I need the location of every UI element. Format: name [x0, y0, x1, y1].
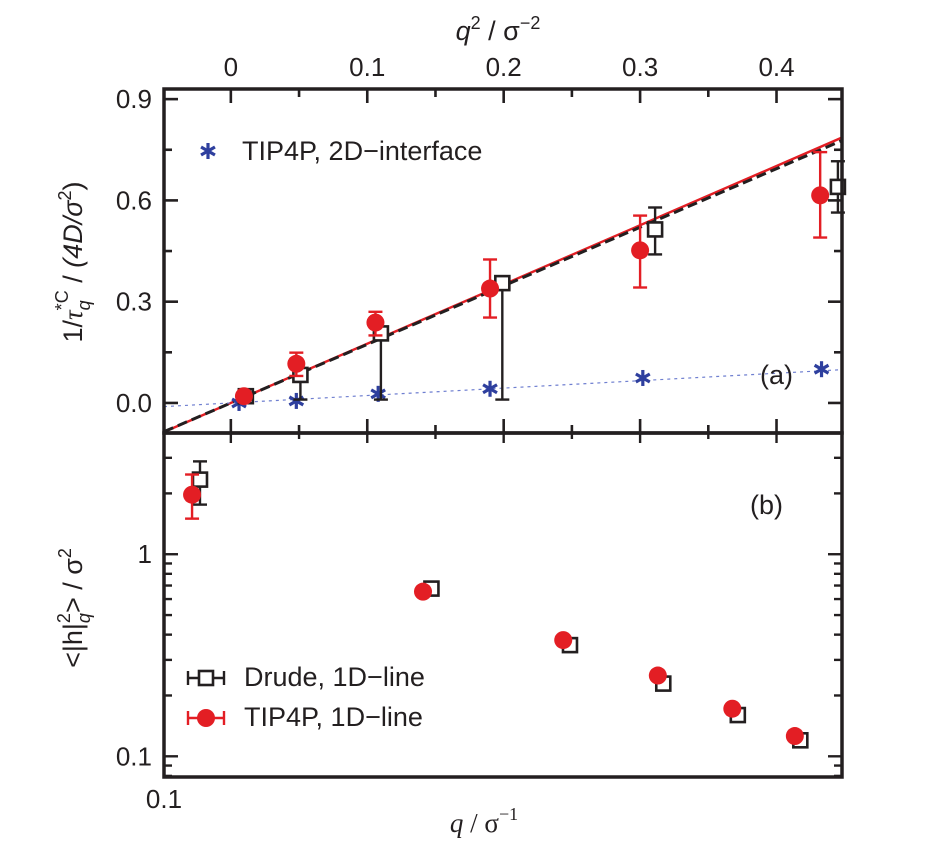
legend-b-label-drude: Drude, 1D−line [244, 662, 425, 692]
data-point-tip4p [554, 631, 573, 650]
legend-a-label: TIP4P, 2D−interface [242, 136, 482, 166]
data-point-tip4p [414, 582, 433, 601]
data-point-tip4p [648, 666, 667, 685]
data-point-tip4p [234, 387, 253, 406]
x-tick-label: 0 [224, 52, 238, 82]
data-point-tip4p [366, 313, 385, 332]
panel-a: 0 0.1 0.2 0.3 0.4 0.0 0.3 0.6 0.9 TIP4P, 2D−inte… [52, 52, 847, 435]
y-tick-label: 0.6 [116, 185, 152, 215]
y-tick-label: 0.9 [116, 84, 152, 114]
legend-circle-icon [197, 709, 215, 727]
data-point-tip4p [481, 279, 500, 298]
data-point-tip4p [183, 485, 202, 504]
y-tick-label: 0.3 [116, 287, 152, 317]
panel-b: 0.1 1 0.1 Drude, 1D−line TIP4P, 1D−line (b… [54, 431, 844, 838]
data-point-drude [646, 221, 664, 238]
legend-b-label-tip4p: TIP4P, 1D−line [244, 702, 423, 732]
error-bar-drude [495, 276, 510, 401]
data-point-tip4p [631, 241, 650, 260]
panel-a-y-axis-title: 1/τq*C / (4D/σ2) [52, 181, 94, 342]
legend-square-icon [197, 669, 215, 687]
y-tick-label: 0.0 [116, 388, 152, 418]
data-point-tip4p-2d [635, 369, 651, 386]
data-point-tip4p-2d [813, 361, 830, 378]
y-tick-label: 1 [138, 539, 152, 569]
panel-b-frame [162, 431, 844, 779]
x-tick-label: 0.1 [349, 52, 385, 82]
data-point-tip4p [811, 186, 830, 205]
fit-line-dotted [164, 369, 842, 408]
legend-asterisk-icon [200, 143, 216, 159]
x-tick-label: 0.2 [486, 52, 522, 82]
bottom-x-axis-title: q / σ−1 [450, 804, 518, 838]
data-point-tip4p [287, 354, 306, 373]
y-tick-label: 0.1 [116, 741, 152, 771]
top-x-axis-title: q2 / σ−2 [456, 13, 541, 46]
panel-label-a: (a) [760, 360, 793, 390]
legend-a: TIP4P, 2D−interface [200, 136, 482, 166]
legend-marker-asterisk [200, 143, 216, 159]
x-tick-label: 0.3 [622, 52, 658, 82]
data-point-tip4p [785, 727, 804, 746]
legend-b: Drude, 1D−line TIP4P, 1D−line [186, 662, 425, 732]
data-point-tip4p-2d [482, 380, 498, 397]
panel-b-y-axis-title: <|h|q2> / σ2 [54, 548, 94, 668]
data-point-tip4p [723, 699, 742, 718]
panel-label-b: (b) [750, 490, 783, 520]
x-tick-label: 0.4 [758, 52, 794, 82]
x-tick-label: 0.1 [146, 784, 182, 814]
